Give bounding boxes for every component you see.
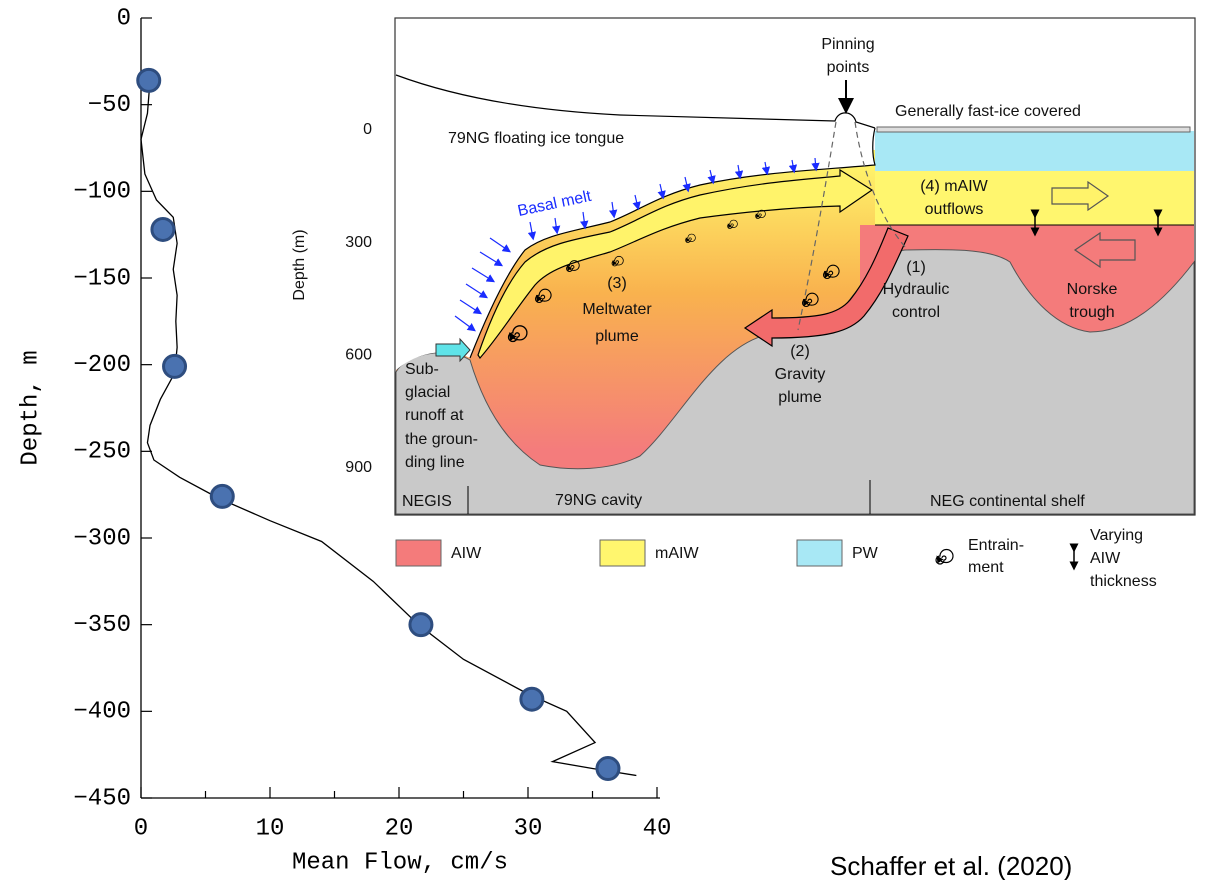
diagram-axis-label: Depth (m) [291, 229, 308, 300]
legend-label: AIW [1090, 550, 1121, 567]
label: plume [778, 389, 822, 406]
diagram-frame [394, 17, 1196, 516]
legend-label: PW [852, 545, 879, 562]
label: Generally fast-ice covered [895, 103, 1081, 120]
y-tick-label: −50 [88, 92, 131, 119]
y-tick-label: −200 [73, 352, 131, 379]
legend-label: thickness [1090, 573, 1157, 590]
pinning-dash [854, 121, 909, 251]
label: (4) mAIW [920, 178, 988, 195]
diagram-tick-label: 300 [345, 234, 372, 251]
diagram-tick-label: 0 [363, 121, 372, 138]
label: NEG continental shelf [930, 493, 1085, 510]
label: the groun- [405, 431, 478, 448]
x-axis-label: Mean Flow, cm/s [292, 849, 508, 876]
citation: Schaffer et al. (2020) [830, 851, 1072, 880]
y-tick-label: −300 [73, 525, 131, 552]
legend-label: AIW [451, 545, 482, 562]
norske-arrow [1073, 231, 1136, 269]
label: glacial [405, 384, 450, 401]
x-tick-label: 20 [385, 815, 414, 842]
y-tick-label: −400 [73, 699, 131, 726]
label: ding line [405, 454, 465, 471]
diagram-tick-label: 900 [345, 459, 372, 476]
legend-label: Varying [1090, 527, 1143, 544]
y-tick-label: −100 [73, 179, 131, 206]
label: 79NG floating ice tongue [448, 130, 624, 147]
legend-label: mAIW [655, 545, 699, 562]
legend-swatch [395, 539, 442, 567]
legend-label: Entrain- [968, 537, 1024, 554]
label: NEGIS [402, 493, 452, 510]
label: points [827, 59, 870, 76]
y-tick-label: −250 [73, 439, 131, 466]
label: Sub- [405, 361, 439, 378]
diagram: Depth (m) 0 300 600 900 Pinning points Gene… [291, 17, 1196, 590]
label: outflows [925, 201, 984, 218]
data-point [595, 756, 621, 782]
y-axis-label: Depth, m [17, 350, 44, 465]
label: Gravity [775, 366, 826, 383]
y-tick-label: −450 [73, 785, 131, 812]
label: Meltwater [582, 301, 652, 318]
data-point [162, 353, 188, 379]
ice-tongue [396, 19, 875, 370]
label: Hydraulic [883, 281, 950, 298]
basal-melt-arrows [454, 157, 820, 332]
label: (2) [790, 343, 810, 360]
diagram-axis-ticks: 0 300 600 900 [345, 121, 372, 476]
label: Norske [1067, 281, 1118, 298]
y-tick-label: −350 [73, 612, 131, 639]
legend-swatch [796, 539, 843, 567]
pw-layer [875, 131, 1194, 172]
fast-ice [876, 126, 1191, 133]
y-tick-label: −150 [73, 265, 131, 292]
data-point [519, 686, 545, 712]
x-tick-label: 40 [643, 815, 672, 842]
data-point [150, 216, 176, 242]
x-tick-label: 10 [256, 815, 285, 842]
legend-label: ment [968, 559, 1004, 576]
label: 79NG cavity [555, 492, 642, 509]
gravity-plume-arrow [743, 227, 909, 348]
label: runoff at [405, 407, 464, 424]
label: control [892, 304, 940, 321]
x-tick-label: 0 [134, 815, 148, 842]
ice-base [469, 127, 876, 359]
label: trough [1069, 304, 1114, 321]
legend-icon [936, 550, 953, 565]
data-point [136, 67, 162, 93]
y-tick-label: 0 [117, 5, 131, 32]
data-point [408, 612, 434, 638]
x-tick-label: 30 [514, 815, 543, 842]
pinning-dash [797, 121, 837, 331]
label: (3) [607, 275, 627, 292]
label: Pinning [821, 36, 874, 53]
label: plume [595, 328, 639, 345]
outflow-arrow [1051, 180, 1110, 212]
diagram-tick-label: 600 [345, 347, 372, 364]
label: (1) [906, 259, 926, 276]
runoff-arrow [435, 337, 471, 363]
thickness-arrows [1030, 209, 1163, 237]
data-point [209, 483, 235, 509]
scatter-layer [136, 67, 621, 782]
legend-swatch [599, 539, 646, 567]
